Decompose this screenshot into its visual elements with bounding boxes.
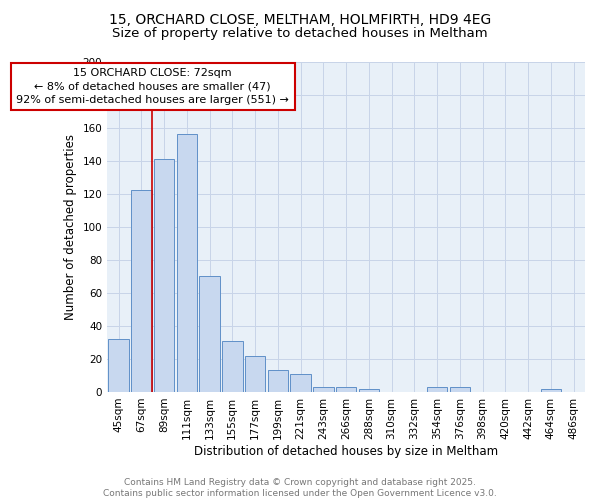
- Bar: [336, 387, 356, 392]
- Y-axis label: Number of detached properties: Number of detached properties: [64, 134, 77, 320]
- Text: 15 ORCHARD CLOSE: 72sqm
← 8% of detached houses are smaller (47)
92% of semi-det: 15 ORCHARD CLOSE: 72sqm ← 8% of detached…: [16, 68, 289, 104]
- Text: Contains HM Land Registry data © Crown copyright and database right 2025.
Contai: Contains HM Land Registry data © Crown c…: [103, 478, 497, 498]
- Text: 15, ORCHARD CLOSE, MELTHAM, HOLMFIRTH, HD9 4EG: 15, ORCHARD CLOSE, MELTHAM, HOLMFIRTH, H…: [109, 12, 491, 26]
- Bar: [313, 387, 334, 392]
- Bar: [222, 340, 242, 392]
- Text: Size of property relative to detached houses in Meltham: Size of property relative to detached ho…: [112, 28, 488, 40]
- Bar: [199, 276, 220, 392]
- Bar: [290, 374, 311, 392]
- Bar: [541, 388, 561, 392]
- Bar: [427, 387, 448, 392]
- Bar: [176, 134, 197, 392]
- Bar: [108, 339, 129, 392]
- Bar: [449, 387, 470, 392]
- Bar: [131, 190, 152, 392]
- Bar: [245, 356, 265, 392]
- Bar: [268, 370, 288, 392]
- Bar: [154, 159, 174, 392]
- X-axis label: Distribution of detached houses by size in Meltham: Distribution of detached houses by size …: [194, 444, 498, 458]
- Bar: [359, 388, 379, 392]
